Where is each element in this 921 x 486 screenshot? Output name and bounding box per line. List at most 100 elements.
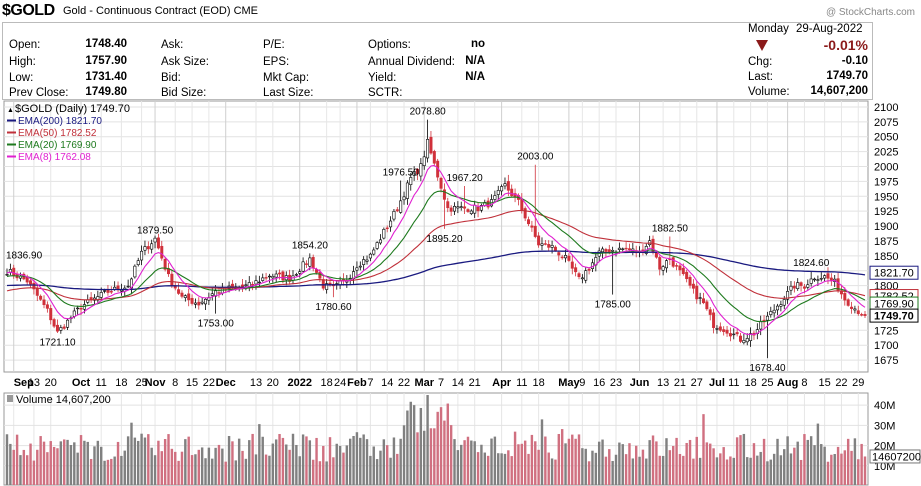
volume-bar xyxy=(39,436,42,485)
volume-bar xyxy=(709,443,712,485)
candle-body xyxy=(691,283,695,289)
volume-bar xyxy=(190,455,194,485)
candle-body xyxy=(99,292,103,298)
candle-body xyxy=(466,209,470,212)
volume-bar xyxy=(126,436,130,485)
x-axis-label: Mar xyxy=(414,377,434,389)
volume-bar xyxy=(507,450,510,485)
volume-bar xyxy=(52,446,56,485)
x-axis-label: 7 xyxy=(367,377,373,389)
volume-bar xyxy=(25,455,29,485)
candle-body xyxy=(776,305,780,311)
volume-value-tag-text: 14607200 xyxy=(872,451,921,463)
value-tag-text: 1749.70 xyxy=(874,311,914,323)
ema20-line xyxy=(6,190,866,323)
volume-bar xyxy=(517,444,520,485)
right-value-tag: 1821.70 xyxy=(869,265,919,280)
volume-bar xyxy=(581,448,584,485)
candle-body xyxy=(712,312,716,328)
candle-body xyxy=(251,284,255,286)
volume-bar xyxy=(211,458,214,485)
volume-bar xyxy=(752,443,756,485)
change-summary: Monday 29-Aug-2022 -0.01% Chg: -0.10 Las… xyxy=(746,23,874,100)
x-axis-label: 11 xyxy=(516,377,527,389)
x-axis-label: 13 xyxy=(250,377,262,389)
exchange-text: CME xyxy=(233,5,259,17)
candle-body xyxy=(375,242,379,249)
volume-bar xyxy=(789,453,793,485)
candle-body xyxy=(843,293,847,301)
volume-bar xyxy=(160,451,163,485)
candle-body xyxy=(143,246,147,251)
candle-body xyxy=(177,289,181,294)
volume-bar xyxy=(857,459,860,485)
price-annotation: 1895.20 xyxy=(426,234,463,245)
candle-body xyxy=(368,253,372,259)
volume-bar xyxy=(749,457,752,485)
candle-body xyxy=(611,249,615,252)
volume-bar xyxy=(786,436,789,485)
candle-body xyxy=(621,248,625,250)
volume-bar xyxy=(641,449,645,485)
volume-bar xyxy=(678,454,682,485)
volume-bar xyxy=(274,439,278,485)
volume-bar xyxy=(836,446,840,485)
volume-bar xyxy=(470,440,473,485)
volume-bar xyxy=(863,456,867,485)
candle-body xyxy=(254,280,258,285)
volume-bar xyxy=(584,448,587,485)
candle-legend-icon: ▲ xyxy=(7,107,14,114)
volume-bar xyxy=(106,459,110,485)
volume-bar xyxy=(248,440,251,485)
day-text: Monday xyxy=(748,23,789,35)
volume-bar xyxy=(557,433,561,485)
candle-body xyxy=(476,206,480,212)
mkt-cap-label: Mkt Cap: xyxy=(263,72,310,84)
volume-bar xyxy=(510,456,513,485)
volume-bar xyxy=(560,429,564,485)
volume-bar xyxy=(500,453,503,485)
volume-bar xyxy=(268,455,271,485)
candle-body xyxy=(385,227,389,230)
volume-bar xyxy=(796,441,799,485)
percent-change: -0.01% xyxy=(823,37,868,53)
volume-bar xyxy=(587,461,591,485)
price-annotation: 1780.60 xyxy=(315,302,352,313)
candle-body xyxy=(735,332,739,335)
candle-body xyxy=(446,201,450,209)
volume-bar xyxy=(214,447,217,485)
candle-body xyxy=(261,277,265,281)
candle-body xyxy=(119,289,123,292)
volume-bar xyxy=(56,448,59,485)
value-tag-text: 1821.70 xyxy=(874,268,914,280)
volume-bar xyxy=(338,445,342,485)
candle-body xyxy=(278,272,282,275)
volume-bar xyxy=(251,433,254,485)
volume-bar xyxy=(820,444,823,485)
candle-body xyxy=(126,285,130,288)
candle-body xyxy=(823,275,827,279)
candle-body xyxy=(160,245,164,259)
candle-body xyxy=(765,315,769,321)
volume-bar xyxy=(89,458,93,485)
candle-body xyxy=(688,276,692,286)
x-axis-label: 21 xyxy=(469,377,481,389)
candle-body xyxy=(681,267,685,275)
candle-body xyxy=(796,282,800,289)
candle-body xyxy=(355,267,359,271)
candle-body xyxy=(732,333,736,336)
volume-bar xyxy=(793,447,796,485)
candle-body xyxy=(146,246,150,250)
volume-bar xyxy=(318,461,322,485)
volume-legend: Volume 14,607,200 xyxy=(16,394,111,406)
volume-bar xyxy=(305,436,308,485)
candle-body xyxy=(294,274,298,276)
bid-size-label: Bid Size: xyxy=(161,87,207,99)
candle-body xyxy=(308,257,312,267)
candle-body xyxy=(479,205,483,211)
volume-bar xyxy=(325,461,328,485)
volume-bar xyxy=(49,441,52,485)
low-value: 1731.40 xyxy=(85,71,127,83)
candle-body xyxy=(426,139,430,159)
volume-bar xyxy=(140,433,143,485)
